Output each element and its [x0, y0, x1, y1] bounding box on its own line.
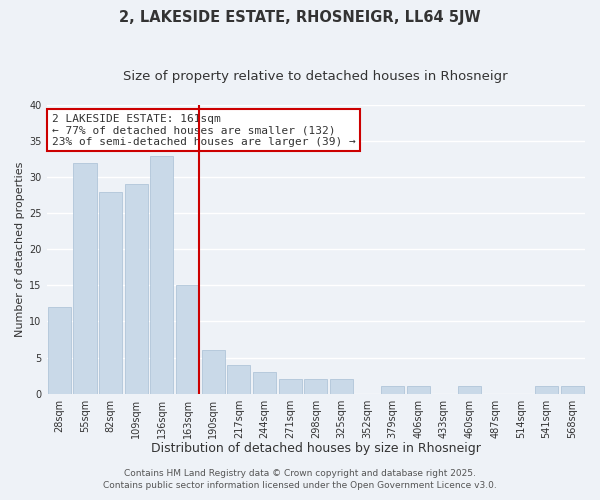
Bar [253, 372, 276, 394]
Y-axis label: Number of detached properties: Number of detached properties [15, 162, 25, 337]
Bar [48, 307, 71, 394]
Bar [381, 386, 404, 394]
Bar [330, 379, 353, 394]
Title: Size of property relative to detached houses in Rhosneigr: Size of property relative to detached ho… [124, 70, 508, 83]
Bar [535, 386, 558, 394]
Bar [458, 386, 481, 394]
Bar [560, 386, 584, 394]
X-axis label: Distribution of detached houses by size in Rhosneigr: Distribution of detached houses by size … [151, 442, 481, 455]
Bar [99, 192, 122, 394]
Bar [176, 286, 199, 394]
Bar [227, 364, 250, 394]
Text: Contains HM Land Registry data © Crown copyright and database right 2025.
Contai: Contains HM Land Registry data © Crown c… [103, 468, 497, 490]
Bar [202, 350, 225, 394]
Bar [73, 162, 97, 394]
Bar [304, 379, 328, 394]
Text: 2, LAKESIDE ESTATE, RHOSNEIGR, LL64 5JW: 2, LAKESIDE ESTATE, RHOSNEIGR, LL64 5JW [119, 10, 481, 25]
Text: 2 LAKESIDE ESTATE: 161sqm
← 77% of detached houses are smaller (132)
23% of semi: 2 LAKESIDE ESTATE: 161sqm ← 77% of detac… [52, 114, 356, 147]
Bar [151, 156, 173, 394]
Bar [278, 379, 302, 394]
Bar [125, 184, 148, 394]
Bar [407, 386, 430, 394]
